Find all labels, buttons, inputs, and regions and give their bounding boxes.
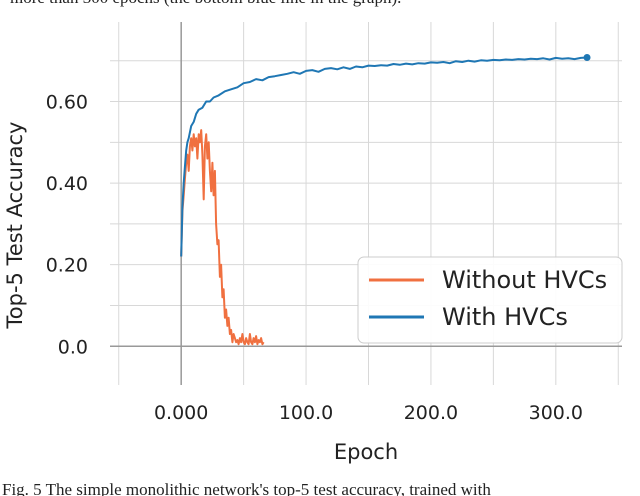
legend-label-with: With HVCs	[442, 303, 568, 331]
caption-top: more than 300 epochs (the bottom blue li…	[10, 0, 640, 8]
series-end-marker-with-hvcs	[583, 53, 591, 61]
x-tick-label: 100.0	[279, 402, 333, 424]
x-tick-label: 300.0	[529, 402, 583, 424]
zero-axes	[110, 22, 622, 385]
y-tick-label: 0.20	[46, 255, 88, 277]
y-axis-title: Top-5 Test Accuracy	[3, 122, 27, 330]
legend: Without HVCs With HVCs	[357, 256, 623, 344]
series-lines	[180, 53, 591, 346]
y-tick-label: 0.0	[58, 336, 88, 358]
accuracy-line-chart: 0.000 100.0 200.0 300.0 0.0 0.20 0.40 0.60 Epoc…	[3, 22, 623, 464]
series-line-with-hvcs	[180, 56, 588, 257]
x-tick-label: 0.000	[154, 402, 208, 424]
legend-label-without: Without HVCs	[442, 266, 607, 294]
tick-labels: 0.000 100.0 200.0 300.0 0.0 0.20 0.40 0.60	[46, 92, 583, 424]
caption-bottom: Fig. 5 The simple monolithic network's t…	[2, 480, 491, 496]
x-axis-title: Epoch	[334, 440, 398, 464]
y-tick-label: 0.40	[46, 173, 88, 195]
y-tick-label: 0.60	[46, 92, 88, 114]
series-line-without-hvcs	[180, 129, 265, 346]
x-tick-label: 200.0	[404, 402, 458, 424]
